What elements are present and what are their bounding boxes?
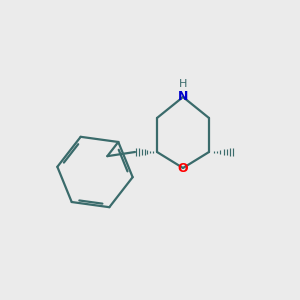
Text: N: N [178,91,188,103]
Text: H: H [179,79,187,89]
Text: O: O [178,161,188,175]
